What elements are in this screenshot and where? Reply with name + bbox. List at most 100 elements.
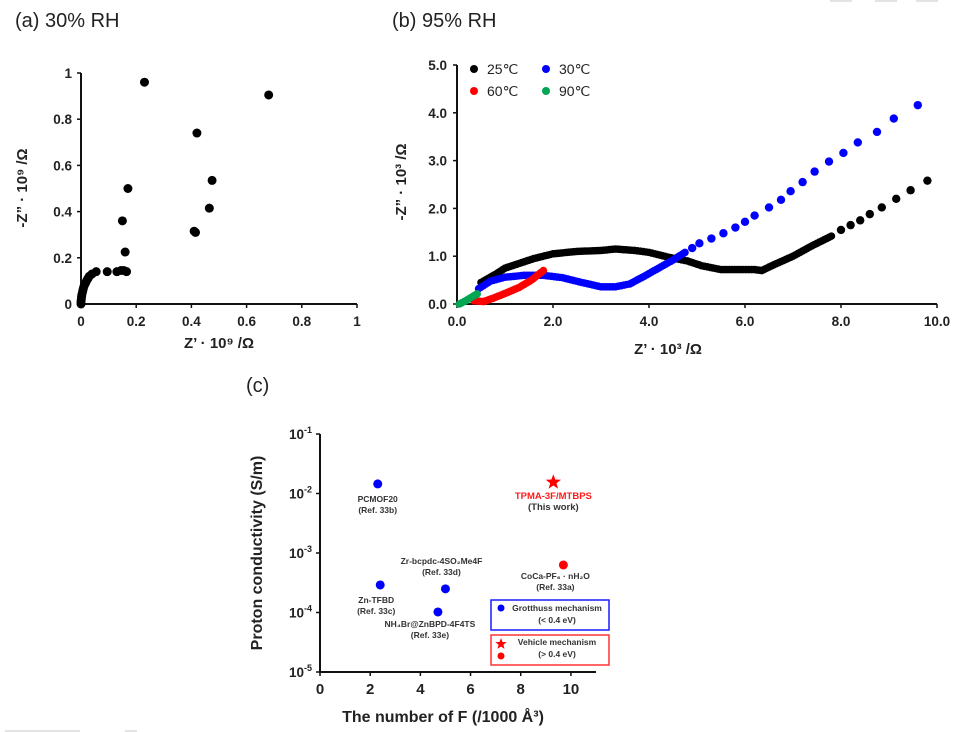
panel-c-title: (c) <box>246 375 269 397</box>
data-point <box>204 203 214 213</box>
data-point <box>872 127 882 137</box>
legend-marker-30c <box>542 65 550 73</box>
data-point <box>865 209 874 219</box>
point-ref-label: (Ref. 33d) <box>422 567 461 577</box>
data-point <box>695 239 704 248</box>
panel-a-x-axis-title: Z’ · 10⁹ /Ω <box>184 335 254 352</box>
data-point <box>191 227 201 237</box>
y-tick-label: 0.8 <box>53 112 72 127</box>
legend-marker-60c <box>470 87 478 95</box>
x-tick-label: 0 <box>77 314 85 329</box>
legend-star-icon <box>495 638 507 649</box>
y-tick-label: 0.2 <box>53 251 72 266</box>
panel-c-points <box>373 474 568 617</box>
x-tick-label: 0.8 <box>292 314 311 329</box>
data-point <box>139 77 149 87</box>
panel-c-x-ticks: 0 2 4 6 8 10 <box>316 672 579 698</box>
point-label: TPMA-3F/MTBPS <box>515 491 592 502</box>
panel-c-axes <box>319 434 596 673</box>
y-tick-label: 10-4 <box>289 604 312 621</box>
data-point <box>123 184 133 193</box>
x-tick-label: 0 <box>316 681 324 698</box>
panel-b-x-axis-title: Z’ · 10³ /Ω <box>634 341 702 358</box>
series-1 <box>474 100 922 293</box>
panel-a-x-ticks: 0 0.2 0.4 0.6 0.8 1 <box>77 304 361 329</box>
data-point <box>877 203 886 212</box>
series-3 <box>455 290 481 308</box>
point-ref-label: (This work) <box>528 502 579 513</box>
y-tick-label: 10-5 <box>289 663 312 680</box>
x-tick-label: 1 <box>353 314 361 329</box>
data-point <box>731 223 740 232</box>
data-point <box>846 220 855 230</box>
data-point <box>913 100 922 110</box>
panel-c-x-axis-title: The number of F (/1000 Å³) <box>342 707 544 726</box>
point-ref-label: (Ref. 33c) <box>357 606 395 616</box>
page-artifact <box>830 0 852 2</box>
legend-grotthuss-marker <box>497 604 505 612</box>
panel-a-y-axis-title: -Z” · 10⁹ /Ω <box>14 148 31 227</box>
legend-vehicle-frame <box>490 634 610 666</box>
data-point <box>207 175 217 185</box>
data-point <box>853 138 862 147</box>
page-artifact <box>5 730 80 732</box>
panel-b-series <box>455 100 932 308</box>
panel-b-x-ticks: 0.0 2.0 4.0 6.0 8.0 10.0 <box>448 304 950 329</box>
data-point <box>264 90 274 100</box>
data-point <box>827 232 836 240</box>
y-tick-label: 0.6 <box>53 158 72 173</box>
data-point <box>764 203 774 212</box>
point-ref-label: (Ref. 33e) <box>411 630 449 640</box>
x-tick-label: 4 <box>416 681 425 698</box>
x-tick-label: 0.4 <box>182 314 201 329</box>
data-point <box>539 266 548 275</box>
legend-vehicle-star-marker <box>495 638 507 649</box>
y-tick-label: 1.0 <box>428 249 447 264</box>
data-point <box>120 247 130 257</box>
data-point <box>798 177 807 187</box>
x-tick-label: 10 <box>563 681 580 698</box>
data-point <box>786 186 795 196</box>
data-point <box>836 225 846 235</box>
legend-label-90c: 90℃ <box>559 83 590 99</box>
y-tick-label: 4.0 <box>428 106 447 121</box>
data-point <box>192 128 202 138</box>
panel-b-legend: 25℃ 30℃ 60℃ 90℃ <box>470 61 590 99</box>
data-point <box>776 195 786 204</box>
data-point <box>473 290 481 298</box>
point-label: Zr-bcpdc-4SO₂Me4F <box>401 556 483 566</box>
data-point <box>923 176 932 185</box>
point-label: Zn-TFBD <box>358 595 394 605</box>
x-tick-label: 8.0 <box>832 314 851 329</box>
data-point <box>375 580 385 590</box>
data-point <box>889 114 898 123</box>
panel-a-y-ticks: 0 0.2 0.4 0.6 0.8 1 <box>53 66 81 312</box>
legend-vehicle-circle-marker <box>497 652 505 660</box>
series-0 <box>477 176 932 287</box>
data-point <box>122 267 132 277</box>
x-tick-label: 6 <box>466 681 474 698</box>
panel-c-chart: (c) 10-1 10-2 10-3 10-4 10-5 0 2 4 6 8 10 Grotthu… <box>246 375 610 726</box>
legend-grotthuss-frame <box>490 599 610 631</box>
legend-marker-90c <box>542 87 550 95</box>
point-label: PCMOF20 <box>358 494 398 504</box>
page-artifact <box>875 0 897 2</box>
x-tick-label: 0.2 <box>127 314 146 329</box>
x-tick-label: 0.6 <box>237 314 256 329</box>
panel-c-point-labels: PCMOF20(Ref. 33b) Zn-TFBD(Ref. 33c) Zr-bcp… <box>357 491 592 640</box>
page-artifact <box>916 0 938 2</box>
data-point <box>740 217 750 226</box>
data-point <box>558 560 568 570</box>
x-tick-label: 8 <box>517 681 525 698</box>
data-point <box>681 248 689 257</box>
data-point <box>433 607 443 617</box>
y-tick-label: 0.0 <box>428 297 447 312</box>
point-label: NH₄Br@ZnBPD-4F4TS <box>385 619 476 629</box>
data-point <box>719 229 728 238</box>
panel-b-title: (b) 95% RH <box>392 10 496 32</box>
data-point <box>440 584 450 594</box>
panel-a-chart: (a) 30% RH 0 0.2 0.4 0.6 0.8 1 0 0.2 0.4 0.6 0.8 1… <box>14 10 361 352</box>
legend-label-60c: 60℃ <box>487 83 518 99</box>
data-point <box>824 157 834 166</box>
